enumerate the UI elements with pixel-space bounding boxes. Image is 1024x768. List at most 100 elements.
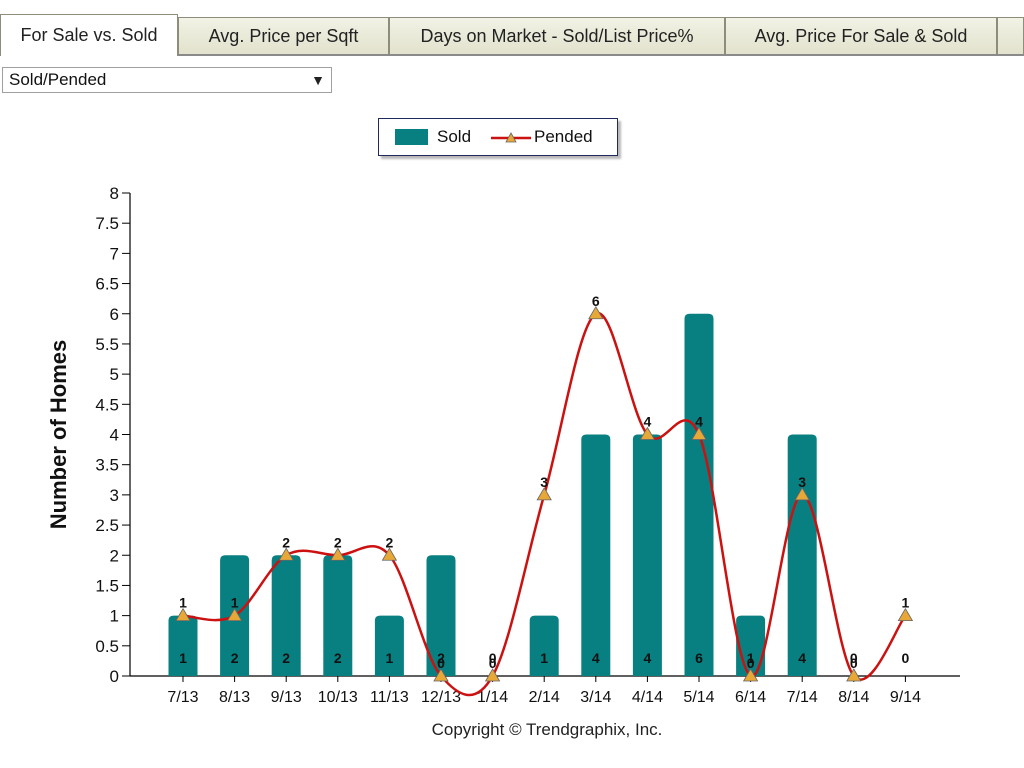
- pended-value-label: 0: [747, 655, 755, 671]
- x-tick-label: 6/14: [735, 689, 766, 706]
- sold-value-label: 2: [282, 650, 290, 666]
- pended-value-label: 1: [902, 595, 910, 611]
- sold-value-label: 4: [644, 650, 652, 666]
- tab-avg-price-for-sale-sold[interactable]: Avg. Price For Sale & Sold: [725, 17, 997, 54]
- pended-marker: [691, 426, 707, 440]
- tab-bar: For Sale vs. Sold Avg. Price per Sqft Da…: [0, 14, 1024, 56]
- x-tick-label: 11/13: [370, 689, 409, 706]
- y-tick-label: 5.5: [95, 335, 119, 354]
- sold-value-label: 1: [540, 650, 548, 666]
- pended-marker: [639, 426, 656, 440]
- pended-value-label: 3: [540, 474, 548, 490]
- sold-value-label: 0: [489, 650, 497, 666]
- tab-for-sale-vs-sold[interactable]: For Sale vs. Sold: [0, 14, 178, 56]
- pended-marker: [433, 668, 449, 682]
- sold-value-label: 2: [334, 650, 342, 666]
- x-tick-label: 3/14: [580, 689, 611, 706]
- legend-pended-swatch: [491, 132, 531, 143]
- y-tick-label: 1.5: [95, 576, 119, 595]
- chart-plot: 0 0.5 1 1.5 2 2.5 3 3.5 4 4.5 5 5.5 6 6.5 7 7.5 8 Number …: [46, 184, 960, 706]
- y-tick-label: 7: [110, 244, 119, 263]
- x-tick-label: 5/14: [683, 689, 714, 706]
- copyright-text: Copyright © Trendgraphix, Inc.: [431, 720, 663, 739]
- y-tick-label: 3: [110, 486, 119, 505]
- y-tick-label: 3.5: [95, 456, 119, 475]
- x-tick-label: 7/14: [787, 689, 818, 706]
- pended-marker: [588, 305, 604, 320]
- tab-overflow[interactable]: [997, 17, 1024, 54]
- sold-bar: [684, 313, 714, 676]
- y-tick-label: 0.5: [95, 637, 119, 656]
- x-tick-label: 10/13: [318, 689, 358, 706]
- sold-bar: [271, 555, 301, 676]
- x-tick-label: 9/13: [271, 689, 302, 706]
- x-tick-label: 9/14: [890, 689, 921, 706]
- pended-value-label: 3: [798, 474, 806, 490]
- sold-bar: [581, 434, 611, 676]
- pended-marker: [742, 668, 759, 682]
- pended-marker: [381, 547, 398, 561]
- y-tick-label: 2.5: [95, 516, 119, 535]
- pended-marker: [175, 607, 191, 622]
- sold-value-label: 1: [179, 650, 187, 666]
- sold-value-label: 2: [437, 650, 445, 666]
- sold-value-label: 4: [798, 650, 806, 666]
- x-tick-label: 8/14: [838, 689, 869, 706]
- pended-marker: [897, 607, 914, 622]
- x-tick-label: 12/13: [421, 689, 461, 706]
- legend-sold-swatch: [395, 129, 428, 145]
- pended-value-label: 1: [179, 595, 187, 611]
- sold-value-label: 0: [850, 650, 858, 666]
- x-tick-label: 4/14: [632, 689, 663, 706]
- tab-avg-price-per-sqft[interactable]: Avg. Price per Sqft: [178, 17, 389, 54]
- sold-value-label: 6: [695, 650, 703, 666]
- y-tick-label: 6: [110, 305, 119, 324]
- y-tick-label: 7.5: [95, 214, 119, 233]
- pended-value-label: 0: [489, 655, 497, 671]
- chart-type-dropdown[interactable]: Sold/Pended ▼: [2, 67, 332, 93]
- pended-marker: [846, 668, 862, 682]
- legend-pended-label: Pended: [534, 127, 593, 146]
- sold-value-label: 0: [902, 650, 910, 666]
- x-tick-label: 1/14: [477, 689, 508, 706]
- pended-marker: [536, 487, 552, 501]
- pended-value-label: 2: [386, 534, 394, 550]
- x-tick-label: 7/13: [167, 689, 198, 706]
- y-tick-label: 5: [110, 365, 119, 384]
- sold-bar: [529, 615, 559, 676]
- y-tick-label: 6.5: [95, 275, 119, 294]
- pended-value-label: 0: [437, 655, 445, 671]
- y-tick-label: 0: [110, 667, 119, 686]
- pended-value-label: 1: [231, 595, 239, 611]
- sold-bar: [787, 434, 817, 676]
- pended-marker: [278, 547, 294, 561]
- y-axis-label: Number of Homes: [46, 340, 71, 529]
- tab-days-on-market[interactable]: Days on Market - Sold/List Price%: [389, 17, 725, 54]
- pended-marker: [794, 487, 810, 501]
- y-tick-label: 2: [110, 546, 119, 565]
- pended-value-label: 6: [592, 293, 600, 309]
- sold-bar: [323, 555, 353, 676]
- sold-value-label: 1: [386, 650, 394, 666]
- sold-bar: [426, 555, 456, 676]
- pended-marker: [226, 607, 243, 622]
- sold-value-label: 1: [747, 650, 755, 666]
- dropdown-selected-value: Sold/Pended: [9, 70, 107, 89]
- y-tick-label: 1: [110, 607, 119, 626]
- sold-value-label: 2: [231, 650, 239, 666]
- x-tick-label: 2/14: [529, 689, 560, 706]
- y-tick-label: 8: [110, 184, 119, 203]
- chevron-down-icon: ▼: [311, 72, 325, 88]
- pended-marker: [484, 668, 501, 682]
- pended-value-label: 4: [644, 414, 652, 430]
- y-tick-label: 4: [110, 426, 119, 445]
- pended-value-label: 2: [282, 534, 290, 550]
- pended-marker: [330, 547, 346, 561]
- chart-legend: Sold Pended: [378, 118, 618, 156]
- sold-bar: [374, 615, 404, 676]
- sold-bar: [168, 615, 198, 676]
- sold-value-label: 4: [592, 650, 600, 666]
- pended-value-label: 4: [695, 414, 703, 430]
- legend-sold-label: Sold: [437, 127, 472, 146]
- pended-value-label: 2: [334, 534, 342, 550]
